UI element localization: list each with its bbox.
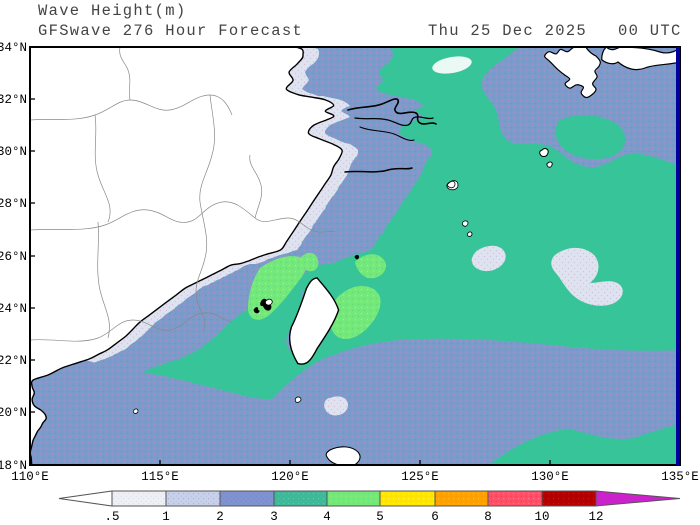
svg-text:3: 3 [270,510,278,524]
svg-text:5: 5 [376,510,384,524]
svg-text:1: 1 [162,510,170,524]
svg-text:22°N: 22°N [0,354,27,368]
svg-text:Thu 25 Dec 2025: Thu 25 Dec 2025 [428,22,587,40]
svg-text:.5: .5 [104,510,119,524]
svg-text:28°N: 28°N [0,197,27,211]
svg-text:130°E: 130°E [531,470,569,484]
svg-text:125°E: 125°E [401,470,439,484]
svg-text:Wave Height(m): Wave Height(m) [38,2,186,20]
svg-text:30°N: 30°N [0,145,27,159]
svg-text:24°N: 24°N [0,302,27,316]
svg-text:2: 2 [216,510,224,524]
svg-text:6: 6 [431,510,439,524]
svg-text:20°N: 20°N [0,406,27,420]
svg-text:4: 4 [323,510,331,524]
svg-text:32°N: 32°N [0,93,27,107]
svg-text:00 UTC: 00 UTC [618,22,682,40]
svg-text:10: 10 [534,510,549,524]
svg-text:135°E: 135°E [661,470,699,484]
svg-text:8: 8 [484,510,492,524]
svg-text:120°E: 120°E [271,470,309,484]
svg-text:115°E: 115°E [141,470,179,484]
svg-text:34°N: 34°N [0,41,27,55]
svg-text:GFSwave 276 Hour Forecast: GFSwave 276 Hour Forecast [38,22,303,40]
svg-text:12: 12 [588,510,603,524]
svg-text:26°N: 26°N [0,250,27,264]
svg-text:110°E: 110°E [11,470,49,484]
